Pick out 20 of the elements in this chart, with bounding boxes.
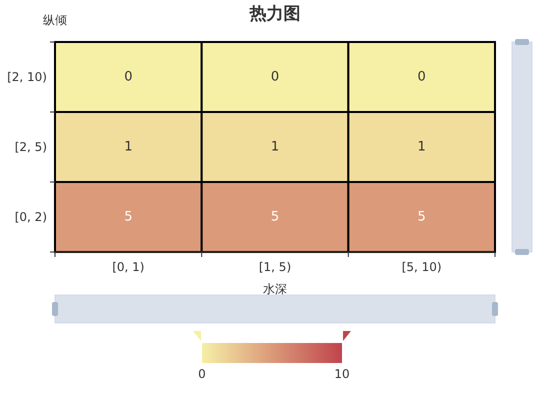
x-tick-label: [1, 5) bbox=[258, 260, 292, 274]
y-axis-title: 纵倾 bbox=[43, 13, 67, 27]
x-axis-title: 水深 bbox=[263, 282, 287, 296]
x-tick-label: [0, 1) bbox=[112, 260, 144, 274]
chart-title: 热力图 bbox=[248, 4, 300, 24]
color-bar-label: 10 bbox=[334, 367, 350, 381]
data-label: 1 bbox=[124, 140, 132, 154]
y-tick-label: [2, 5) bbox=[14, 140, 47, 154]
y-tick-label: [2, 10) bbox=[7, 70, 47, 84]
data-label: 0 bbox=[124, 70, 132, 84]
y-tick-label: [0, 2) bbox=[14, 210, 47, 224]
data-label: 5 bbox=[418, 210, 426, 224]
data-label: 0 bbox=[418, 70, 426, 84]
data-label: 1 bbox=[418, 140, 426, 154]
data-label: 1 bbox=[270, 140, 280, 154]
color-bar-label: 0 bbox=[198, 367, 206, 381]
data-label: 0 bbox=[270, 70, 280, 84]
data-label: 5 bbox=[124, 210, 132, 224]
x-tick-label: [5, 10) bbox=[402, 260, 442, 274]
data-label: 5 bbox=[270, 210, 280, 224]
